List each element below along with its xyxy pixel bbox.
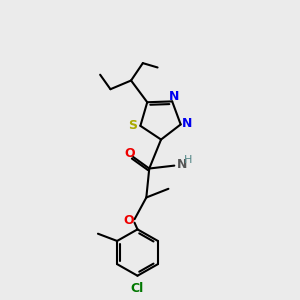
Text: Cl: Cl [131,282,144,295]
Text: O: O [123,214,134,227]
Text: N: N [168,90,179,103]
Text: O: O [124,147,135,160]
Text: S: S [128,119,137,132]
Text: N: N [177,158,187,171]
Text: H: H [184,155,192,165]
Text: N: N [182,117,192,130]
